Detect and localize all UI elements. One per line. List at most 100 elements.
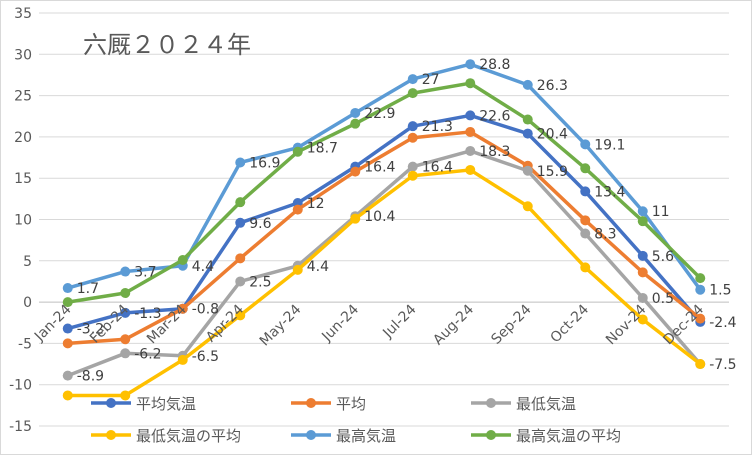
data-point <box>580 186 591 197</box>
series-line <box>67 149 702 378</box>
data-point <box>235 157 246 168</box>
data-point <box>637 216 648 227</box>
data-point <box>637 267 648 278</box>
data-label: 10.4 <box>364 209 395 225</box>
data-point <box>580 215 591 226</box>
data-point <box>350 107 361 118</box>
legend-marker <box>306 430 316 440</box>
y-axis: 35 30 25 20 15 10 5 0 -5 -10 -15 <box>9 6 32 435</box>
legend-marker <box>106 398 116 408</box>
y-tick-label: -5 <box>18 336 32 352</box>
data-label: 5.6 <box>652 249 674 265</box>
data-point <box>465 59 476 70</box>
data-label: -0.8 <box>192 302 219 318</box>
data-point <box>465 110 476 121</box>
series-平均 <box>62 126 706 349</box>
series-最高気温の平均 <box>62 78 706 308</box>
data-point <box>465 78 476 89</box>
data-label: 26.3 <box>537 78 568 94</box>
data-label: -6.2 <box>134 346 161 362</box>
data-label: -3.2 <box>77 322 104 338</box>
data-label: 22.6 <box>479 108 510 124</box>
legend-label: 平均 <box>336 395 366 413</box>
data-point <box>62 283 73 294</box>
data-point <box>292 204 303 215</box>
series-layer <box>62 59 706 401</box>
data-label: 22.9 <box>364 106 395 122</box>
legend-label: 最高気温 <box>336 427 396 445</box>
data-point <box>235 217 246 228</box>
legend-marker <box>486 398 496 408</box>
x-tick-label: Nov-24 <box>603 302 650 349</box>
data-label: 8.3 <box>594 227 616 243</box>
x-tick-label: Oct-24 <box>547 302 592 347</box>
data-label: 3.7 <box>134 265 156 281</box>
data-label: 27 <box>422 72 440 88</box>
data-point <box>637 206 648 217</box>
data-label: 16.4 <box>364 160 395 176</box>
x-axis: Jan-24 Feb-24 Mar-24 Apr-24 May-24 Jun-24 Jul-… <box>31 302 707 350</box>
legend-label: 最高気温の平均 <box>516 427 621 445</box>
y-tick-label: 0 <box>23 295 32 311</box>
data-point <box>120 307 131 318</box>
data-point <box>120 334 131 345</box>
legend-marker <box>486 430 496 440</box>
data-point <box>350 118 361 129</box>
data-label: 0.5 <box>652 291 674 307</box>
data-point <box>62 390 73 401</box>
y-tick-label: 20 <box>14 130 32 146</box>
data-point <box>465 145 476 156</box>
data-label: -1.3 <box>134 306 161 322</box>
y-tick-label: 15 <box>14 171 32 187</box>
data-point <box>407 161 418 172</box>
data-point <box>695 359 706 370</box>
series-line <box>67 113 702 331</box>
data-point <box>407 170 418 181</box>
legend-label: 最低気温 <box>516 395 576 413</box>
y-tick-label: 35 <box>14 6 32 22</box>
legend-item-平均気温: 平均気温 <box>91 395 196 413</box>
y-tick-label: 30 <box>14 47 32 63</box>
series-line <box>67 168 702 398</box>
data-point <box>407 132 418 143</box>
data-point <box>522 79 533 90</box>
data-label: 15.9 <box>537 164 568 180</box>
data-point <box>177 303 188 314</box>
data-label: 1.5 <box>709 283 731 299</box>
x-tick-label: May-24 <box>257 302 305 350</box>
data-label: 16.4 <box>422 160 453 176</box>
data-point <box>120 390 131 401</box>
data-point <box>465 164 476 175</box>
data-point <box>522 128 533 139</box>
data-point <box>522 201 533 212</box>
data-point <box>235 276 246 287</box>
data-label: 18.7 <box>307 141 338 157</box>
data-label: -2.4 <box>709 315 736 331</box>
data-label: 18.3 <box>479 144 510 160</box>
legend-item-最低気温: 最低気温 <box>471 395 576 413</box>
x-tick-label: Jul-24 <box>379 302 419 342</box>
data-point <box>120 288 131 299</box>
data-labels: -3.2 -1.3 -0.8 9.6 12 16.4 21.3 22.6 20.4 13.4 5.6… <box>77 57 737 384</box>
data-point <box>62 297 73 308</box>
series-line <box>67 81 702 304</box>
data-point <box>637 314 648 325</box>
y-tick-label: 25 <box>14 89 32 105</box>
data-point <box>522 114 533 125</box>
data-point <box>637 250 648 261</box>
series-line <box>67 130 702 346</box>
data-point <box>62 370 73 381</box>
data-label: 2.5 <box>249 274 271 290</box>
data-point <box>465 126 476 137</box>
data-label: 28.8 <box>479 57 510 73</box>
legend-item-最低気温の平均: 最低気温の平均 <box>91 427 241 445</box>
data-point <box>350 166 361 177</box>
legend-marker <box>106 430 116 440</box>
legend-label: 平均気温 <box>136 395 196 413</box>
data-label: -8.9 <box>77 369 104 385</box>
data-point <box>580 163 591 174</box>
data-label: 21.3 <box>422 119 453 135</box>
